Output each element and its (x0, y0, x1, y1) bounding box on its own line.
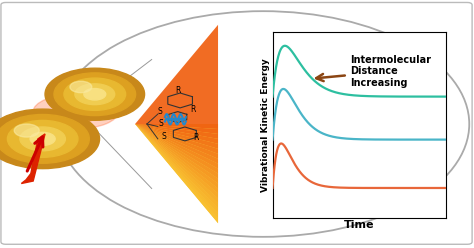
Circle shape (45, 68, 145, 120)
Polygon shape (135, 124, 218, 184)
Ellipse shape (50, 104, 97, 124)
Polygon shape (135, 124, 218, 164)
Circle shape (64, 78, 126, 110)
Circle shape (14, 124, 39, 137)
Circle shape (30, 132, 55, 145)
Polygon shape (135, 124, 218, 208)
Polygon shape (21, 134, 45, 184)
Polygon shape (135, 124, 218, 139)
Polygon shape (135, 124, 218, 218)
Circle shape (20, 127, 65, 151)
Circle shape (75, 84, 115, 105)
Circle shape (70, 81, 92, 93)
Polygon shape (135, 124, 218, 213)
Polygon shape (135, 124, 218, 174)
Polygon shape (135, 124, 218, 169)
Polygon shape (135, 25, 218, 124)
FancyBboxPatch shape (1, 2, 472, 244)
Polygon shape (135, 124, 218, 154)
X-axis label: Time: Time (344, 220, 374, 230)
Polygon shape (135, 124, 218, 149)
Circle shape (0, 115, 89, 163)
Polygon shape (135, 124, 218, 188)
Polygon shape (135, 124, 218, 144)
Polygon shape (135, 124, 218, 159)
Ellipse shape (33, 94, 118, 129)
Polygon shape (135, 124, 218, 193)
Polygon shape (135, 124, 218, 179)
Ellipse shape (57, 11, 469, 237)
Text: R: R (175, 86, 181, 95)
Polygon shape (135, 124, 218, 134)
Text: S: S (159, 120, 164, 128)
Text: S: S (157, 107, 162, 116)
Polygon shape (135, 124, 218, 198)
Circle shape (8, 121, 78, 157)
Text: Intermolecular
Distance
Increasing: Intermolecular Distance Increasing (316, 55, 431, 88)
Text: R: R (191, 105, 196, 114)
Circle shape (0, 109, 100, 169)
Polygon shape (135, 124, 218, 223)
Polygon shape (135, 124, 218, 203)
Circle shape (84, 89, 106, 100)
Y-axis label: Vibrational Kinetic Energy: Vibrational Kinetic Energy (261, 58, 270, 192)
Circle shape (54, 73, 136, 116)
Text: S: S (161, 132, 166, 141)
Polygon shape (135, 124, 218, 223)
Polygon shape (135, 124, 218, 129)
Text: R: R (193, 133, 199, 142)
